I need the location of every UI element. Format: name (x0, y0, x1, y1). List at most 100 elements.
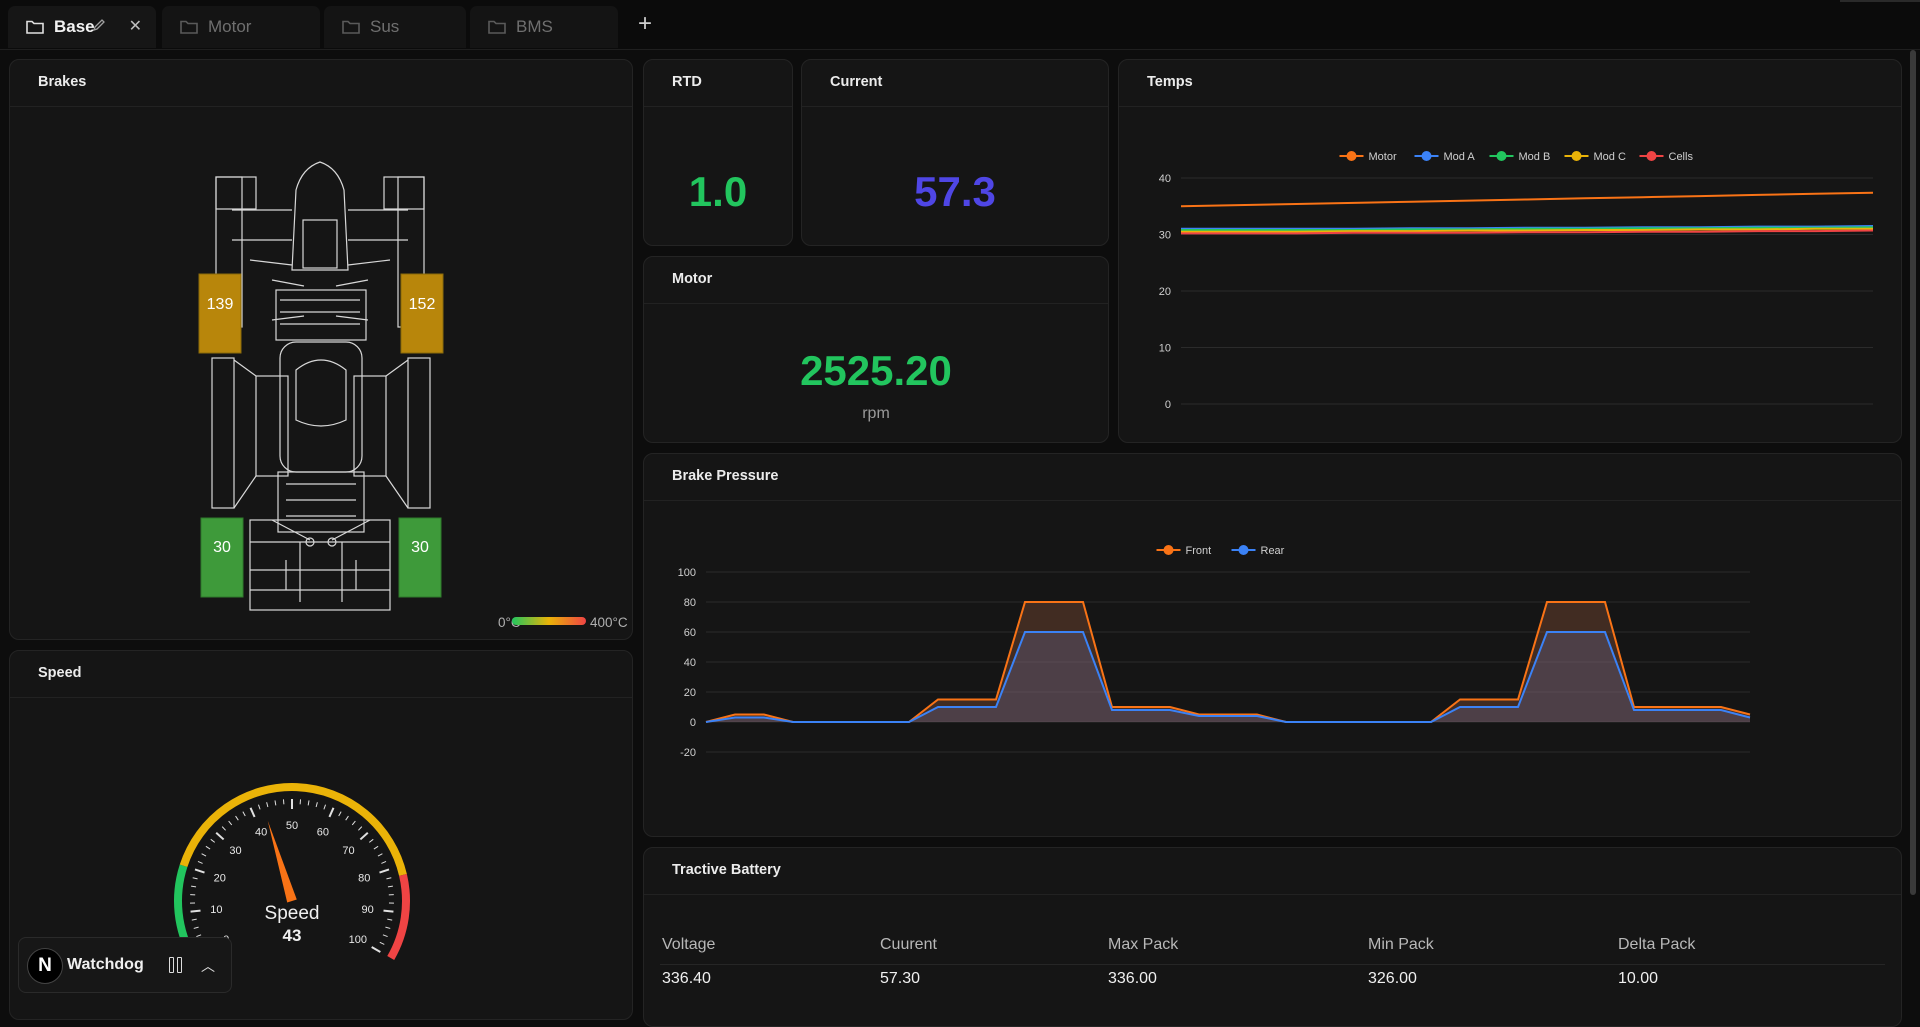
legend-label: Motor (1369, 151, 1397, 163)
chevron-up-icon[interactable]: ︿ (201, 956, 215, 976)
gauge-tick (329, 808, 333, 817)
gauge-tick (386, 878, 391, 879)
scale-max-label: 400°C (590, 615, 628, 630)
gauge-arc (391, 875, 406, 958)
gauge-tick (211, 839, 215, 842)
gauge-tick-label: 20 (214, 873, 226, 885)
gauge-tick (216, 833, 223, 840)
gauge-tick (198, 861, 203, 863)
legend-marker (1497, 151, 1507, 161)
add-tab-button[interactable]: + (638, 10, 652, 38)
y-tick-label: 80 (684, 597, 696, 609)
gauge-tick (346, 816, 349, 820)
tab-bms[interactable]: BMS (470, 6, 618, 48)
gauge-tick-label: 30 (229, 845, 241, 857)
tab-label: Sus (370, 17, 399, 37)
gauge-label: Speed (265, 903, 320, 924)
gauge-tick (324, 805, 326, 810)
y-tick-label: 100 (678, 567, 696, 579)
motor-rpm-value: 2525.20 (644, 347, 1108, 395)
series-area (706, 632, 1750, 722)
gauge-needle (268, 821, 297, 903)
gauge-tick (194, 927, 199, 928)
gauge-tick (275, 800, 276, 805)
rtd-value: 1.0 (644, 168, 792, 216)
y-tick-label: 20 (684, 687, 696, 699)
close-icon[interactable]: ✕ (129, 16, 142, 36)
tractive-battery-panel: Tractive Battery (643, 847, 1902, 1027)
gauge-tick (236, 816, 239, 820)
gauge-tick (358, 827, 361, 831)
legend-marker (1164, 545, 1174, 555)
pencil-icon[interactable] (92, 18, 106, 32)
motor-unit: rpm (644, 405, 1108, 423)
gauge-tick (193, 878, 198, 879)
panel-title: Current (830, 74, 882, 90)
gauge-tick (381, 861, 386, 863)
y-tick-label: 0 (1165, 399, 1171, 411)
brake-temp-fl-label: 139 (207, 296, 234, 313)
gauge-tick (352, 821, 355, 825)
window-edge (1840, 0, 1920, 2)
table-cell-current: 57.30 (880, 970, 920, 988)
folder-icon (180, 19, 198, 35)
table-header-voltage: Voltage (662, 936, 715, 954)
scrollbar[interactable] (1910, 50, 1916, 895)
watchdog-widget[interactable]: N Watchdog ︿ (18, 937, 232, 993)
rtd-panel: RTD 1.0 (643, 59, 793, 246)
y-tick-label: 40 (1159, 173, 1171, 185)
table-cell-max-pack: 336.00 (1108, 970, 1157, 988)
panel-title: RTD (672, 74, 702, 90)
table-header-min-pack: Min Pack (1368, 936, 1434, 954)
tab-sus[interactable]: Sus (324, 6, 466, 48)
legend-marker (1347, 151, 1357, 161)
gauge-tick-label: 90 (361, 904, 373, 916)
gauge-tick (258, 805, 260, 810)
y-tick-label: 0 (690, 717, 696, 729)
gauge-tick-label: 60 (317, 827, 329, 839)
gauge-tick (339, 812, 341, 816)
y-tick-label: 40 (684, 657, 696, 669)
legend-marker (1647, 151, 1657, 161)
tab-motor[interactable]: Motor (162, 6, 320, 48)
gauge-tick-label: 80 (358, 873, 370, 885)
gauge-tick (206, 846, 210, 849)
table-header-current: Cuurent (880, 936, 937, 954)
legend-marker (1572, 151, 1582, 161)
gauge-tick (379, 869, 389, 872)
series-line (1181, 193, 1873, 207)
gauge-tick (195, 869, 205, 872)
table-header-max-pack: Max Pack (1108, 936, 1178, 954)
motor-panel: Motor 2525.20 rpm (643, 256, 1109, 443)
folder-icon (488, 19, 506, 35)
panel-title: Tractive Battery (672, 862, 781, 878)
temp-scale-bar (512, 617, 586, 625)
tab-label: Base (54, 17, 95, 37)
legend-label: Mod C (1594, 151, 1626, 163)
gauge-tick (243, 812, 245, 816)
brake-temp-rr-label: 30 (411, 539, 429, 556)
gauge-tick (308, 800, 309, 805)
gauge-tick (374, 846, 378, 849)
gauge-tick-label: 50 (286, 820, 298, 832)
gauge-tick-label: 100 (349, 934, 367, 946)
gauge-tick-label: 70 (342, 845, 354, 857)
brake-temp-front-right (401, 274, 443, 353)
brake-temp-front-left (199, 274, 241, 353)
tab-base[interactable]: Base ✕ (8, 6, 156, 48)
y-tick-label: -20 (680, 747, 696, 759)
pause-icon[interactable] (169, 957, 183, 973)
folder-icon (342, 19, 360, 35)
gauge-tick (191, 911, 201, 912)
gauge-tick-label: 10 (210, 904, 222, 916)
watchdog-label: Watchdog (67, 956, 144, 974)
gauge-tick (316, 802, 317, 807)
table-header-delta-pack: Delta Pack (1618, 936, 1695, 954)
y-tick-label: 10 (1159, 343, 1171, 355)
legend-label: Mod B (1519, 151, 1551, 163)
gauge-tick (202, 854, 206, 856)
gauge-tick (192, 919, 197, 920)
